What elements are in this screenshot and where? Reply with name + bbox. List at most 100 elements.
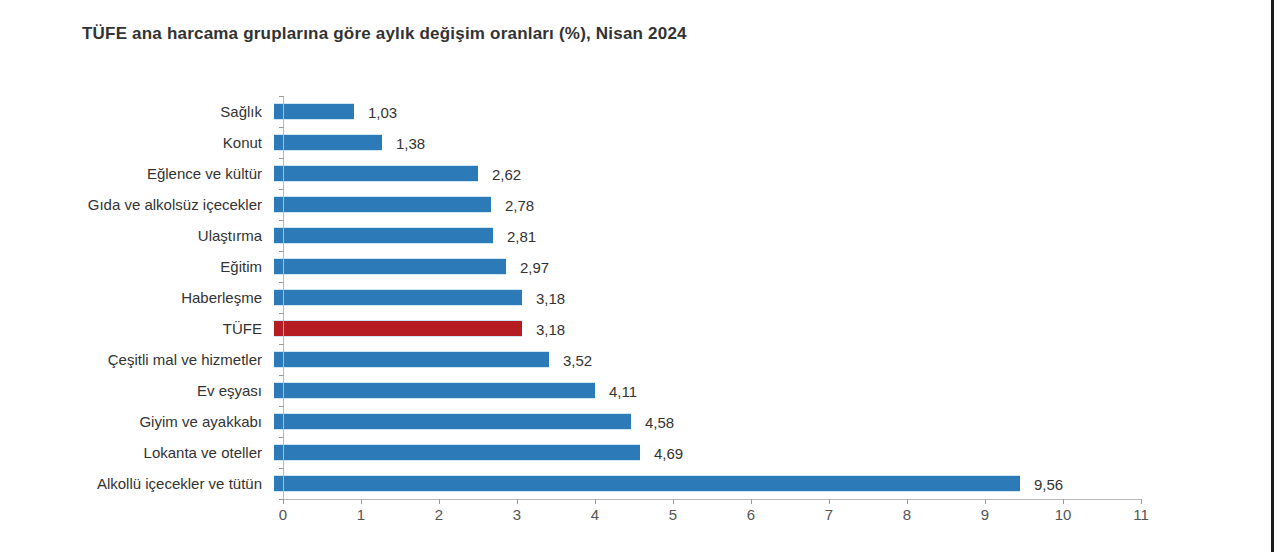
data-bar: [274, 258, 506, 275]
bar-track: 1,03: [273, 96, 1180, 127]
value-label: 2,62: [492, 165, 521, 182]
chart-title: TÜFE ana harcama gruplarına göre aylık d…: [82, 24, 687, 44]
x-axis-tick: [595, 499, 596, 504]
category-label: Konut: [0, 134, 273, 151]
value-label: 3,18: [536, 289, 565, 306]
bar-track: 3,52: [273, 344, 1180, 375]
data-bar: [274, 289, 522, 306]
data-bar: [274, 165, 478, 182]
bar-track: 1,38: [273, 127, 1180, 158]
y-axis-tick: [279, 468, 284, 469]
x-axis-tick: [439, 499, 440, 504]
category-label: Sağlık: [0, 103, 273, 120]
x-axis-tick-label: 9: [981, 506, 989, 523]
data-bar: [274, 196, 491, 213]
y-axis-tick: [279, 251, 284, 252]
category-label: Haberleşme: [0, 289, 273, 306]
x-axis-tick: [361, 499, 362, 504]
category-label: Gıda ve alkolsüz içecekler: [0, 196, 273, 213]
value-label: 2,81: [507, 227, 536, 244]
value-label: 9,56: [1034, 475, 1063, 492]
value-label: 2,97: [520, 258, 549, 275]
value-label: 3,18: [536, 320, 565, 337]
x-axis-tick-label: 7: [825, 506, 833, 523]
x-axis-line: [283, 499, 1142, 500]
bar-row: Ulaştırma 2,81: [0, 220, 1180, 251]
value-label: 4,58: [645, 413, 674, 430]
bar-track: 9,56: [273, 468, 1180, 499]
value-label: 3,52: [563, 351, 592, 368]
x-axis-tick-label: 4: [591, 506, 599, 523]
bar-row: Sağlık 1,03: [0, 96, 1180, 127]
bar-track: 2,81: [273, 220, 1180, 251]
data-bar: [274, 382, 595, 399]
category-label: Çeşitli mal ve hizmetler: [0, 351, 273, 368]
data-bar: [274, 103, 354, 120]
bar-rows: Sağlık 1,03 Konut 1,38 Eğlence ve kültür 2,62…: [0, 96, 1180, 499]
category-label: Alkollü içecekler ve tütün: [0, 475, 273, 492]
x-axis-tick: [517, 499, 518, 504]
x-axis-tick-label: 8: [903, 506, 911, 523]
y-axis-tick: [279, 375, 284, 376]
x-axis-tick: [283, 499, 284, 504]
category-label: TÜFE: [0, 320, 273, 337]
bar-row: TÜFE 3,18: [0, 313, 1180, 344]
bar-track: 4,11: [273, 375, 1180, 406]
x-axis-tick-label: 11: [1133, 506, 1149, 523]
bar-row: Giyim ve ayakkabı 4,58: [0, 406, 1180, 437]
bar-row: Çeşitli mal ve hizmetler 3,52: [0, 344, 1180, 375]
x-axis-tick: [907, 499, 908, 504]
value-label: 1,03: [368, 103, 397, 120]
y-axis-tick: [279, 344, 284, 345]
x-axis-tick-label: 5: [669, 506, 677, 523]
bar-row: Alkollü içecekler ve tütün 9,56: [0, 468, 1180, 499]
bar-track: 2,97: [273, 251, 1180, 282]
x-axis-tick-label: 1: [357, 506, 365, 523]
bar-track: 2,62: [273, 158, 1180, 189]
x-axis-tick: [1141, 499, 1142, 504]
data-bar: [274, 444, 640, 461]
category-label: Giyim ve ayakkabı: [0, 413, 273, 430]
category-label: Ulaştırma: [0, 227, 273, 244]
x-axis-tick: [673, 499, 674, 504]
bar-row: Gıda ve alkolsüz içecekler 2,78: [0, 189, 1180, 220]
value-label: 1,38: [396, 134, 425, 151]
y-axis-tick: [279, 313, 284, 314]
category-label: Ev eşyası: [0, 382, 273, 399]
category-label: Eğitim: [0, 258, 273, 275]
category-label: Eğlence ve kültür: [0, 165, 273, 182]
bar-row: Eğitim 2,97: [0, 251, 1180, 282]
x-axis-tick-label: 3: [513, 506, 521, 523]
y-axis-tick: [279, 158, 284, 159]
data-bar: [274, 351, 549, 368]
y-axis-tick: [279, 406, 284, 407]
x-axis-tick: [751, 499, 752, 504]
x-axis-tick-label: 6: [747, 506, 755, 523]
bar-track: 3,18: [273, 313, 1180, 344]
right-border-line: [1271, 0, 1274, 552]
y-axis-tick: [279, 96, 284, 97]
y-axis-tick: [279, 282, 284, 283]
y-axis-tick: [279, 437, 284, 438]
y-axis-tick: [279, 189, 284, 190]
value-label: 2,78: [505, 196, 534, 213]
x-axis-tick-label: 0: [279, 506, 287, 523]
bar-row: Eğlence ve kültür 2,62: [0, 158, 1180, 189]
data-bar: [274, 413, 631, 430]
bar-track: 2,78: [273, 189, 1180, 220]
bar-track: 4,58: [273, 406, 1180, 437]
x-axis-tick: [1063, 499, 1064, 504]
x-axis-tick: [829, 499, 830, 504]
data-bar: [274, 475, 1020, 492]
x-axis-tick-label: 10: [1055, 506, 1072, 523]
y-axis-tick: [279, 127, 284, 128]
highlight-bar: [274, 320, 522, 337]
data-bar: [274, 227, 493, 244]
category-label: Lokanta ve oteller: [0, 444, 273, 461]
chart-page: TÜFE ana harcama gruplarına göre aylık d…: [0, 0, 1280, 552]
bar-track: 3,18: [273, 282, 1180, 313]
x-axis-tick-label: 2: [435, 506, 443, 523]
bar-row: Konut 1,38: [0, 127, 1180, 158]
bar-track: 4,69: [273, 437, 1180, 468]
x-axis-tick: [985, 499, 986, 504]
